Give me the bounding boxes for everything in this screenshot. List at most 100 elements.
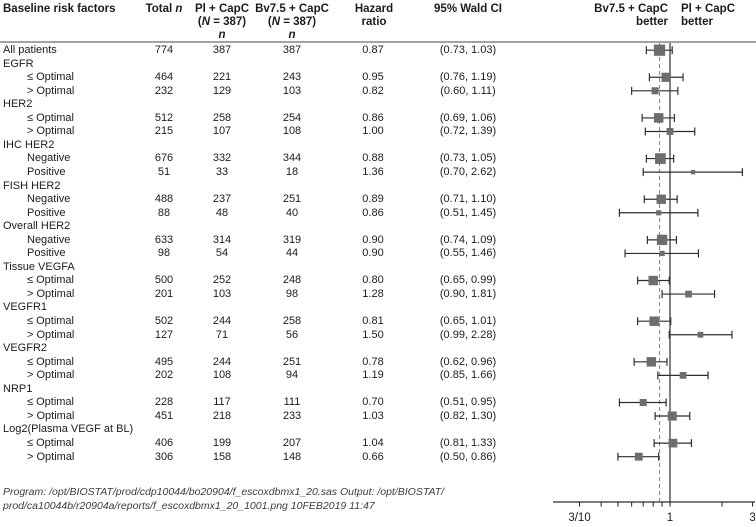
hazard-ratio-marker <box>661 72 671 82</box>
table-row: Positive 51 33 18 1.36 (0.70, 2.62) <box>0 166 553 180</box>
factor-label: > Optimal <box>27 287 75 300</box>
hazard-ratio-value: 0.87 <box>362 44 384 56</box>
bv-capc-n-value: 251 <box>282 355 302 368</box>
wald-ci-value: (0.62, 0.96) <box>439 355 497 368</box>
table-row: > Optimal 451 218 233 1.03 (0.82, 1.30) <box>0 410 553 424</box>
factor-group-label: IHC HER2 <box>3 138 55 151</box>
factor-label: > Optimal <box>27 328 75 341</box>
table-row: Negative 676 332 344 0.88 (0.73, 1.05) <box>0 152 553 166</box>
pl-capc-n-value: 117 <box>213 396 231 409</box>
table-row: > Optimal 306 158 148 0.66 (0.50, 0.86) <box>0 451 553 465</box>
bv-capc-n-value: 207 <box>282 436 302 449</box>
column-header-total-n: Total n <box>145 3 183 15</box>
bv-capc-n-value: 319 <box>282 233 302 246</box>
pl-capc-n-value: 33 <box>215 165 229 178</box>
factor-label: ≤ Optimal <box>27 274 74 287</box>
wald-ci-value: (0.51, 0.95) <box>439 396 497 409</box>
hazard-ratio-value: 0.70 <box>362 396 384 409</box>
table-row: ≤ Optimal 406 199 207 1.04 (0.81, 1.33) <box>0 437 553 451</box>
hazard-ratio-marker <box>639 398 647 406</box>
bv-capc-n-value: 387 <box>282 44 302 56</box>
table-row: ≤ Optimal 502 244 258 0.81 (0.65, 1.01) <box>0 315 553 329</box>
table-row: > Optimal 232 129 103 0.82 (0.60, 1.11) <box>0 85 553 99</box>
factor-group-label: NRP1 <box>3 382 33 395</box>
hazard-ratio-marker <box>648 275 658 286</box>
group-row: VEGFR1 <box>0 301 553 315</box>
bv-capc-n-value: 344 <box>282 152 302 165</box>
table-row: ≤ Optimal 512 258 254 0.86 (0.69, 1.06) <box>0 112 553 126</box>
factor-label: > Optimal <box>27 369 75 382</box>
hazard-ratio-marker <box>667 411 677 421</box>
factor-label: > Optimal <box>27 125 75 138</box>
pl-capc-n-value: 332 <box>212 152 232 165</box>
table-row: All patients 774 387 387 0.87 (0.73, 1.03) <box>0 44 553 58</box>
total-n-value: 500 <box>154 274 174 287</box>
bv-capc-n-value: 44 <box>285 247 299 260</box>
bv-capc-n-value: 18 <box>285 165 299 178</box>
hazard-ratio-value: 1.50 <box>362 328 384 341</box>
total-n-value: 127 <box>154 328 174 341</box>
group-row: HER2 <box>0 98 553 112</box>
table-row: > Optimal 127 71 56 1.50 (0.99, 2.28) <box>0 329 553 343</box>
total-n-value: 228 <box>154 396 174 409</box>
hazard-ratio-marker <box>649 316 659 326</box>
bv-capc-n-value: 254 <box>282 111 302 124</box>
wald-ci-value: (0.99, 2.28) <box>439 328 497 341</box>
wald-ci-value: (0.60, 1.11) <box>440 84 496 97</box>
factor-group-label: VEGFR2 <box>3 342 48 355</box>
total-n-value: 201 <box>154 287 174 300</box>
table-row: ≤ Optimal 500 252 248 0.80 (0.65, 0.99) <box>0 274 553 288</box>
hazard-ratio-value: 0.81 <box>362 315 384 327</box>
hazard-ratio-value: 1.36 <box>362 165 384 178</box>
wald-ci-value: (0.69, 1.06) <box>439 111 497 124</box>
column-header-baseline-risk-factors: Baseline risk factors <box>3 3 116 15</box>
total-n-value: 451 <box>154 409 174 422</box>
bv-capc-n-value: 258 <box>282 315 302 327</box>
bv-capc-n-value: 148 <box>282 450 302 463</box>
pl-capc-n-value: 387 <box>212 44 232 56</box>
bv-capc-n-value: 233 <box>282 409 302 422</box>
wald-ci-value: (0.82, 1.30) <box>439 409 497 422</box>
wald-ci-value: (0.76, 1.19) <box>439 71 497 84</box>
pl-capc-n-value: 129 <box>212 84 232 97</box>
axis-tick-label: 3 <box>749 512 755 524</box>
pl-capc-n-value: 244 <box>212 315 232 327</box>
total-n-value: 306 <box>154 450 174 463</box>
hazard-ratio-marker <box>656 234 668 246</box>
column-header-bv-capc: Bv7.5 + CapC (N = 387) n <box>255 3 329 41</box>
group-row: IHC HER2 <box>0 139 553 153</box>
total-n-value: 633 <box>154 233 174 246</box>
factor-label: Positive <box>27 165 66 178</box>
program-footnote: Program: /opt/BIOSTAT/prod/cdp10044/bo20… <box>3 486 444 514</box>
pl-capc-n-value: 221 <box>212 71 232 84</box>
hazard-ratio-value: 0.66 <box>362 450 384 463</box>
group-row: FISH HER2 <box>0 180 553 194</box>
total-n-value: 495 <box>154 355 174 368</box>
wald-ci-value: (0.73, 1.05) <box>439 152 497 165</box>
factor-label: > Optimal <box>27 409 75 422</box>
footnote-line-2: prod/ca10044b/r20904a/reports/f_escoxdbm… <box>3 499 375 512</box>
pl-capc-n-value: 199 <box>212 436 232 449</box>
pl-capc-n-value: 107 <box>212 125 232 138</box>
total-n-value: 51 <box>157 165 171 178</box>
column-header-wald-ci: 95% Wald CI <box>434 3 502 15</box>
wald-ci-value: (0.50, 0.86) <box>439 450 497 463</box>
plot-header-pl-better: Pl + CapC better <box>681 3 736 28</box>
hazard-ratio-marker <box>656 210 662 216</box>
factor-label: ≤ Optimal <box>27 315 74 327</box>
hazard-ratio-marker <box>697 331 704 338</box>
pl-capc-n-value: 71 <box>215 328 229 341</box>
hazard-ratio-value: 1.03 <box>362 409 384 422</box>
table-row: Negative 633 314 319 0.90 (0.74, 1.09) <box>0 234 553 248</box>
hazard-ratio-marker <box>651 87 659 95</box>
hazard-ratio-value: 0.95 <box>362 71 384 84</box>
factor-label: All patients <box>3 44 57 56</box>
pl-capc-n-value: 54 <box>215 247 229 260</box>
plot-header-bv-better: Bv7.5 + CapC better <box>594 3 668 28</box>
wald-ci-value: (0.70, 2.62) <box>439 165 497 178</box>
hazard-ratio-value: 1.19 <box>362 369 384 382</box>
table-row: Positive 98 54 44 0.90 (0.55, 1.46) <box>0 247 553 261</box>
factor-label: ≤ Optimal <box>27 396 74 409</box>
factor-label: Negative <box>27 233 71 246</box>
